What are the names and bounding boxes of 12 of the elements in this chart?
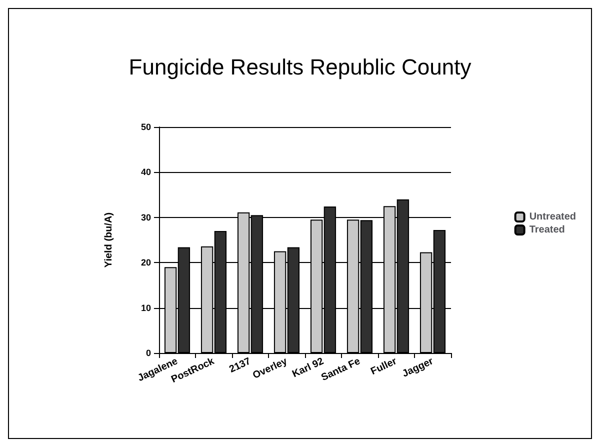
y-tick-label: 30 (140, 212, 151, 222)
legend-label: Untreated (529, 212, 576, 222)
y-axis-title: Yield (bu/A) (104, 212, 114, 268)
x-tick-label: Fuller (369, 356, 399, 378)
y-tick-label: 50 (140, 122, 151, 132)
legend-label: Treated (529, 224, 565, 236)
chart-title: Fungicide Results Republic County (128, 54, 472, 80)
y-tick-label: 20 (140, 258, 151, 268)
y-tick-label: 0 (146, 348, 151, 358)
y-tick-label: 40 (140, 167, 151, 178)
x-tick-label: 2137 (228, 356, 253, 376)
y-tick-label: 10 (140, 302, 151, 313)
